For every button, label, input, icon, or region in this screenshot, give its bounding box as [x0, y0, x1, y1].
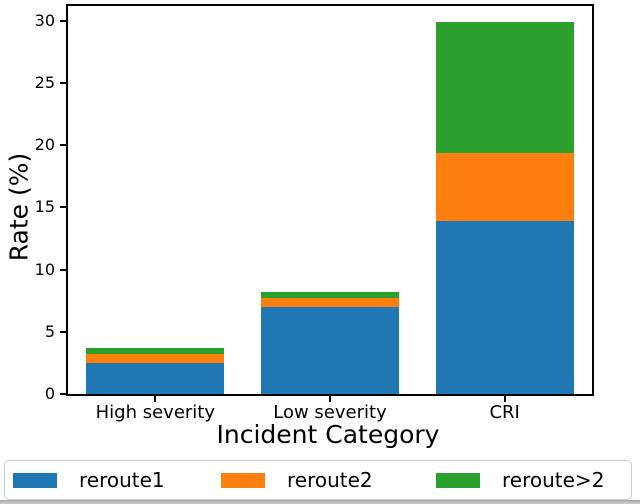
x-tick-mark	[503, 396, 506, 402]
y-tick-label: 25	[34, 73, 55, 93]
stacked-bar-low-severity	[261, 292, 399, 394]
legend-label: reroute>2	[502, 468, 605, 492]
bar-segment-reroute1	[261, 306, 399, 394]
bar-segment-reroute2	[86, 354, 225, 363]
stacked-bar-cri	[435, 22, 574, 394]
y-tick-label: 15	[34, 197, 55, 217]
y-tick-label: 5	[44, 321, 55, 341]
bar-segment-reroute-2	[86, 348, 225, 355]
legend: reroute1 reroute2 reroute>2	[4, 460, 632, 500]
y-axis-title: Rate (%)	[4, 152, 34, 262]
x-axis-title: Incident Category	[216, 420, 440, 449]
legend-label: reroute2	[287, 468, 373, 492]
x-tick-label: Low severity	[273, 402, 387, 423]
legend-swatch-icon	[436, 472, 480, 488]
legend-swatch-icon	[13, 472, 57, 488]
bar-segment-reroute-2	[261, 292, 399, 299]
x-tick-mark	[329, 396, 331, 402]
legend-entry: reroute2	[208, 470, 416, 490]
y-tick-label: 30	[34, 10, 55, 30]
screenshot-bottom-edge	[0, 500, 640, 504]
bar-segment-reroute-2	[435, 22, 574, 153]
y-tick-label: 0	[44, 384, 55, 403]
y-tick-mark	[60, 268, 66, 271]
stacked-bar-high-severity	[86, 348, 225, 394]
y-tick-mark	[60, 206, 66, 209]
legend-entry: reroute1	[5, 470, 208, 490]
bar-segment-reroute2	[435, 152, 574, 222]
bar-segment-reroute1	[86, 362, 225, 394]
y-tick-mark	[60, 393, 66, 395]
plot-area: 0 5 10 15 20 25 30 High severity Low severity CRI	[35, 4, 594, 422]
bar-segment-reroute1	[435, 221, 574, 394]
legend-label: reroute1	[79, 468, 165, 492]
x-tick-label: High severity	[95, 402, 216, 423]
x-tick-label: CRI	[489, 402, 520, 423]
y-tick-mark	[60, 330, 66, 333]
y-tick-mark	[60, 144, 66, 147]
y-tick-label: 10	[34, 259, 55, 279]
legend-entry: reroute>2	[416, 470, 631, 490]
y-tick-label: 20	[34, 135, 55, 155]
y-tick-mark	[60, 82, 66, 85]
y-tick-mark	[60, 19, 66, 22]
bar-segment-reroute2	[261, 298, 399, 307]
x-tick-mark	[154, 396, 157, 402]
legend-swatch-icon	[221, 472, 265, 488]
